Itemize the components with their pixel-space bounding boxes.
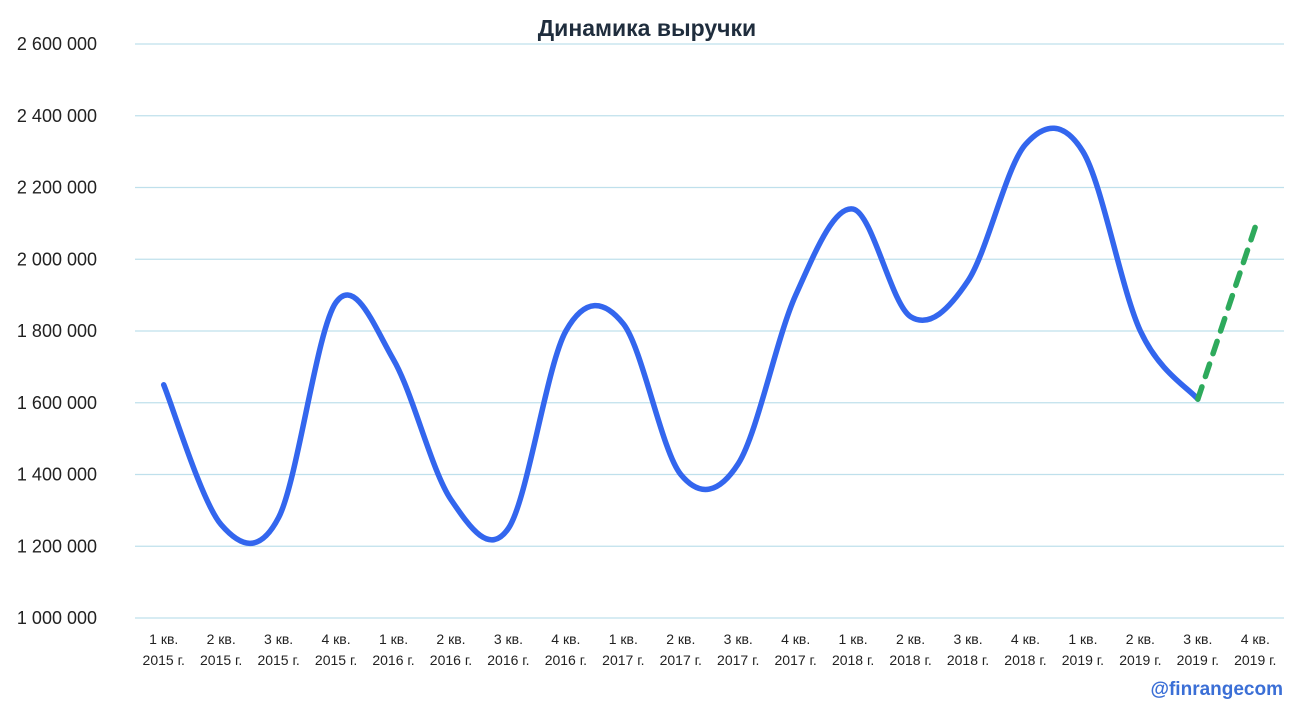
- x-tick-label-line: 1 кв.: [1068, 631, 1097, 647]
- data-point: [1080, 149, 1085, 154]
- x-tick-label-line: 2015 г.: [143, 652, 185, 668]
- gridlines: [135, 43, 1284, 619]
- x-tick-label-line: 2019 г.: [1177, 652, 1219, 668]
- y-tick-label: 1 600 000: [17, 393, 97, 413]
- x-tick-label-line: 3 кв.: [1183, 631, 1212, 647]
- y-tick-label: 2 600 000: [17, 34, 97, 54]
- revenue-series-line: [160, 125, 1201, 547]
- x-tick-label: 4 кв. 2019 г.: [1234, 631, 1276, 668]
- data-point: [506, 526, 511, 531]
- x-tick-label-line: 2 кв.: [207, 631, 236, 647]
- x-tick-label-line: 2016 г.: [545, 652, 587, 668]
- data-point: [793, 293, 798, 298]
- data-point: [276, 515, 281, 520]
- x-tick-label-line: 4 кв.: [781, 631, 810, 647]
- x-tick-label-line: 2018 г.: [889, 652, 931, 668]
- y-tick-label: 1 800 000: [17, 321, 97, 341]
- x-tick-label-line: 2015 г.: [315, 652, 357, 668]
- x-tick-label: 1 кв. 2019 г.: [1062, 631, 1104, 668]
- x-tick-label-line: 2016 г.: [372, 652, 414, 668]
- data-point: [334, 300, 339, 305]
- data-point: [219, 522, 224, 527]
- x-tick-label: 1 кв. 2018 г.: [832, 631, 874, 668]
- data-point: [966, 278, 971, 283]
- x-tick-label-line: 2019 г.: [1119, 652, 1161, 668]
- x-tick-label-line: 4 кв.: [1241, 631, 1270, 647]
- x-tick-label: 2 кв. 2015 г.: [200, 631, 242, 668]
- x-tick-label: 1 кв. 2015 г.: [143, 631, 185, 668]
- data-point: [161, 382, 166, 387]
- x-tick-label-line: 2018 г.: [947, 652, 989, 668]
- x-tick-label-line: 2016 г.: [487, 652, 529, 668]
- x-tick-label-line: 2015 г.: [257, 652, 299, 668]
- forecast-series-line: [1195, 224, 1259, 402]
- x-tick-label-line: 2019 г.: [1234, 652, 1276, 668]
- y-tick-label: 1 400 000: [17, 465, 97, 485]
- x-tick-label-line: 3 кв.: [494, 631, 523, 647]
- x-tick-label-line: 2018 г.: [1004, 652, 1046, 668]
- data-point: [678, 472, 683, 477]
- x-axis-tick-labels: 1 кв. 2015 г.2 кв. 2015 г.3 кв. 2015 г.4 кв…: [143, 631, 1277, 668]
- x-tick-label-line: 2 кв.: [436, 631, 465, 647]
- x-tick-label-line: 2018 г.: [832, 652, 874, 668]
- x-tick-label-line: 2017 г.: [717, 652, 759, 668]
- x-tick-label-line: 2016 г.: [430, 652, 472, 668]
- x-tick-label-line: 4 кв.: [322, 631, 351, 647]
- y-axis-tick-labels: 1 000 000 1 200 000 1 400 000 1 600 000 1 80…: [17, 34, 97, 628]
- x-tick-label-line: 3 кв.: [724, 631, 753, 647]
- data-point: [908, 314, 913, 319]
- x-tick-label: 1 кв. 2017 г.: [602, 631, 644, 668]
- x-tick-label-line: 2 кв.: [896, 631, 925, 647]
- x-tick-label: 3 кв. 2016 г.: [487, 631, 529, 668]
- x-tick-label: 2 кв. 2017 г.: [660, 631, 702, 668]
- x-tick-label-line: 4 кв.: [551, 631, 580, 647]
- x-tick-label: 4 кв. 2015 г.: [315, 631, 357, 668]
- x-tick-label: 4 кв. 2017 г.: [775, 631, 817, 668]
- x-tick-label: 2 кв. 2016 г.: [430, 631, 472, 668]
- x-tick-label-line: 2 кв.: [666, 631, 695, 647]
- y-tick-label: 1 000 000: [17, 608, 97, 628]
- data-point: [621, 321, 626, 326]
- x-tick-label: 3 кв. 2018 г.: [947, 631, 989, 668]
- x-tick-label: 4 кв. 2016 г.: [545, 631, 587, 668]
- x-tick-label-line: 1 кв.: [839, 631, 868, 647]
- x-tick-label-line: 4 кв.: [1011, 631, 1040, 647]
- data-point: [391, 357, 396, 362]
- x-tick-label-line: 2017 г.: [660, 652, 702, 668]
- x-tick-label-line: 2019 г.: [1062, 652, 1104, 668]
- y-tick-label: 2 200 000: [17, 178, 97, 198]
- x-tick-label-line: 2 кв.: [1126, 631, 1155, 647]
- x-tick-label: 2 кв. 2018 г.: [889, 631, 931, 668]
- watermark: @finrangecom: [1150, 679, 1283, 700]
- series-lines: [160, 125, 1259, 547]
- y-tick-label: 1 200 000: [17, 536, 97, 556]
- x-tick-label: 3 кв. 2019 г.: [1177, 631, 1219, 668]
- y-tick-label: 2 400 000: [17, 106, 97, 126]
- y-tick-label: 2 000 000: [17, 249, 97, 269]
- x-tick-label: 2 кв. 2019 г.: [1119, 631, 1161, 668]
- data-point: [1253, 224, 1258, 229]
- data-point: [1138, 329, 1143, 334]
- data-point: [563, 329, 568, 334]
- chart-title: Динамика выручки: [538, 15, 756, 41]
- x-tick-label-line: 2015 г.: [200, 652, 242, 668]
- x-tick-label-line: 2017 г.: [775, 652, 817, 668]
- data-point: [448, 497, 453, 502]
- x-tick-label-line: 1 кв.: [149, 631, 178, 647]
- x-tick-label-line: 1 кв.: [609, 631, 638, 647]
- data-point: [1023, 142, 1028, 147]
- x-tick-label-line: 3 кв.: [953, 631, 982, 647]
- data-point: [851, 207, 856, 212]
- x-tick-label: 3 кв. 2017 г.: [717, 631, 759, 668]
- data-point: [1195, 397, 1200, 402]
- x-tick-label: 3 кв. 2015 г.: [257, 631, 299, 668]
- x-tick-label: 1 кв. 2016 г.: [372, 631, 414, 668]
- x-tick-label-line: 3 кв.: [264, 631, 293, 647]
- x-tick-label: 4 кв. 2018 г.: [1004, 631, 1046, 668]
- x-tick-label-line: 1 кв.: [379, 631, 408, 647]
- data-point: [736, 461, 741, 466]
- x-tick-label-line: 2017 г.: [602, 652, 644, 668]
